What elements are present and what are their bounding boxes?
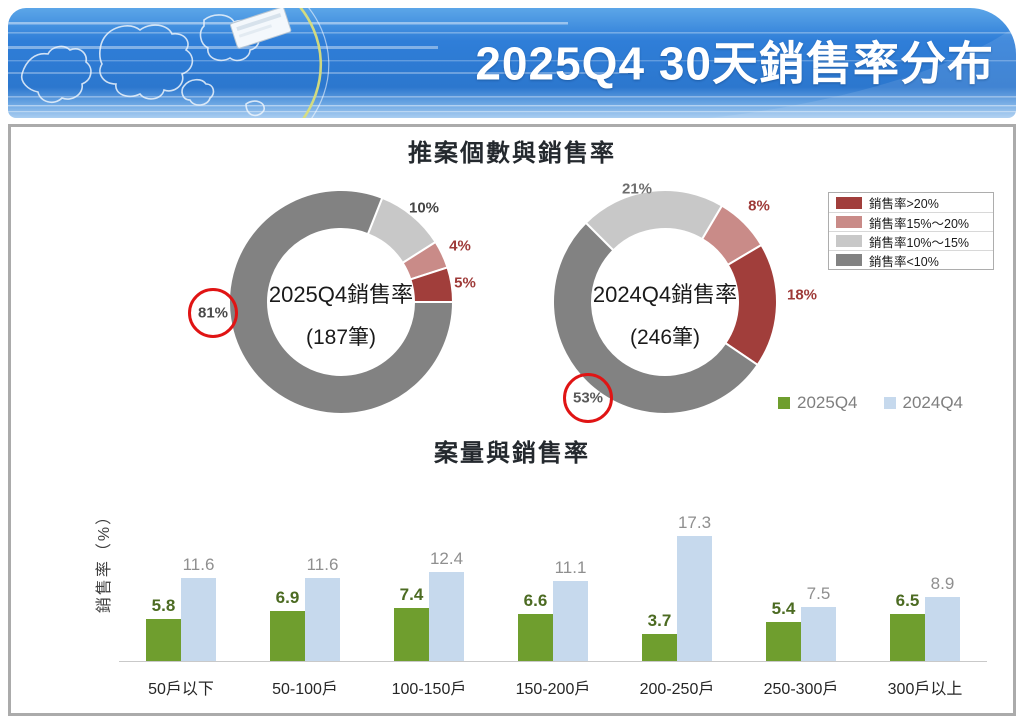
bar-value-label: 11.1 <box>554 558 587 578</box>
donut-section-title: 推案個數與銷售率 <box>408 140 616 167</box>
legend-swatch-icon <box>836 216 862 228</box>
world-map-icon <box>20 14 265 117</box>
donut-callout-2025q4-81pct: 81% <box>197 304 229 322</box>
bar-value-label: 17.3 <box>677 513 712 533</box>
donut-legend-item-3: 銷售率<10% <box>829 250 993 269</box>
bar-value-label: 7.4 <box>399 584 424 604</box>
legend-label: 銷售率>20% <box>869 197 939 211</box>
bar-value-label: 6.9 <box>275 588 300 608</box>
bar-section-title: 案量與銷售率 <box>434 440 590 467</box>
bar-group-3: 6.6 11.1 <box>491 512 615 661</box>
bar-chart-plot-area: 5.8 11.6 6.9 11.6 7.4 12.4 6.6 11.1 3.7 17.3 5.4 7.… <box>119 512 987 662</box>
bar-group-2: 7.4 12.4 <box>367 512 491 661</box>
bar-legend-item-2024q4: 2024Q4 <box>883 393 964 413</box>
legend-label: 銷售率<10% <box>869 254 939 269</box>
bar-2025q4-3: 6.6 <box>518 591 553 661</box>
satellite-box-icon <box>230 8 292 49</box>
donut-segment-2024q4-0 <box>584 189 724 252</box>
bar-2024q4-4: 17.3 <box>677 513 712 661</box>
category-label-0: 50戶以下 <box>148 681 214 698</box>
legend-swatch-icon <box>836 254 862 266</box>
bar-value-label: 8.9 <box>930 573 955 593</box>
donut-segment-2025q4-3 <box>228 189 455 416</box>
legend-label: 銷售率10%～15% <box>869 235 970 250</box>
donut-callout-2025q4-10pct: 10% <box>408 199 440 217</box>
bar-2025q4-4: 3.7 <box>642 611 677 661</box>
bar-chart-legend: 2025Q4 2024Q4 <box>778 393 963 413</box>
donut-legend-item-2: 銷售率10%～15% <box>829 231 993 250</box>
bar-value-label: 5.8 <box>151 596 176 616</box>
bar-value-label: 11.6 <box>182 554 215 574</box>
content-frame: 推案個數與銷售率 2025Q4銷售率 (187筆) 2024Q4銷售率 (246… <box>8 124 1016 716</box>
donut-callout-2025q4-5pct: 5% <box>454 274 476 292</box>
category-label-6: 300戶以上 <box>887 681 963 698</box>
bar-legend-item-2025q4: 2025Q4 <box>778 393 858 413</box>
bar-group-4: 3.7 17.3 <box>615 512 739 661</box>
donut-legend-item-1: 銷售率15%～20% <box>829 212 993 231</box>
legend-swatch-icon <box>836 196 862 209</box>
bar-value-label: 6.6 <box>523 590 548 610</box>
bar-2024q4-1: 11.6 <box>305 555 340 661</box>
bar-value-label: 7.5 <box>806 584 831 603</box>
bar-2025q4-0: 5.8 <box>146 596 181 661</box>
bar-value-label: 3.7 <box>647 611 672 631</box>
bar-chart-category-axis: 50戶以下 50-100戶 100-150戶 150-200戶 200-250戶 250-… <box>119 675 987 699</box>
donut-ring-2024q4 <box>552 189 778 415</box>
bar-group-5: 5.4 7.5 <box>739 512 863 661</box>
category-label-2: 100-150戶 <box>391 681 467 698</box>
donut-segment-2024q4-3 <box>552 221 760 415</box>
bar-group-1: 6.9 11.6 <box>243 512 367 661</box>
bar-2024q4-6: 8.9 <box>925 574 960 661</box>
category-label-5: 250-300戶 <box>763 681 839 698</box>
legend-label: 2024Q4 <box>902 393 964 412</box>
bar-2025q4-5: 5.4 <box>766 599 801 661</box>
header-banner: 2025Q4 30天銷售率分布 <box>8 8 1016 118</box>
meridian-arc <box>299 8 323 118</box>
legend-label: 銷售率15%～20% <box>869 216 970 231</box>
banner-decoration-graphic <box>8 8 1016 118</box>
donut-callout-2024q4-8pct: 8% <box>748 197 770 215</box>
bar-value-label: 5.4 <box>771 599 796 619</box>
donut-legend-item-0: 銷售率>20% <box>829 193 993 212</box>
bar-group-6: 6.5 8.9 <box>863 512 987 661</box>
donut-callout-2024q4-18pct: 18% <box>786 286 818 304</box>
bar-2025q4-1: 6.9 <box>270 588 305 661</box>
bar-2024q4-5: 7.5 <box>801 584 836 661</box>
meridian-arc-highlight <box>308 8 330 118</box>
category-label-1: 50-100戶 <box>272 681 338 698</box>
donut-callout-2024q4-21pct: 21% <box>621 180 653 198</box>
bar-2024q4-2: 12.4 <box>429 549 464 661</box>
bar-value-label: 6.5 <box>895 591 920 611</box>
donut-callout-2025q4-4pct: 4% <box>449 237 471 255</box>
legend-label: 2025Q4 <box>797 393 858 412</box>
category-label-3: 150-200戶 <box>515 681 591 698</box>
highlight-circle-2024q4 <box>563 373 613 423</box>
banner-swoosh <box>708 26 1016 118</box>
legend-swatch-icon <box>778 397 790 409</box>
highlight-circle-2025q4 <box>188 288 238 338</box>
donut-ring-2025q4 <box>228 189 455 416</box>
bar-group-0: 5.8 11.6 <box>119 512 243 661</box>
page-title: 2025Q4 30天銷售率分布 <box>475 37 994 90</box>
donut-legend: 銷售率>20% 銷售率15%～20% 銷售率10%～15% 銷售率<10% <box>828 192 994 270</box>
legend-swatch-icon <box>883 397 896 409</box>
bar-chart-y-axis-label: 銷售率（%） <box>96 506 113 614</box>
legend-swatch-icon <box>836 235 862 247</box>
bar-value-label: 11.6 <box>306 554 339 574</box>
donut-chart-2025q4: 2025Q4銷售率 (187筆) <box>226 187 456 417</box>
donut-segment-2024q4-2 <box>723 243 778 367</box>
bar-2025q4-2: 7.4 <box>394 585 429 661</box>
category-label-4: 200-250戶 <box>639 681 715 698</box>
bar-2024q4-0: 11.6 <box>181 555 216 661</box>
bar-2024q4-3: 11.1 <box>553 558 588 661</box>
bar-value-label: 12.4 <box>429 548 464 568</box>
bar-2025q4-6: 6.5 <box>890 591 925 661</box>
donut-callout-2024q4-53pct: 53% <box>572 389 604 407</box>
